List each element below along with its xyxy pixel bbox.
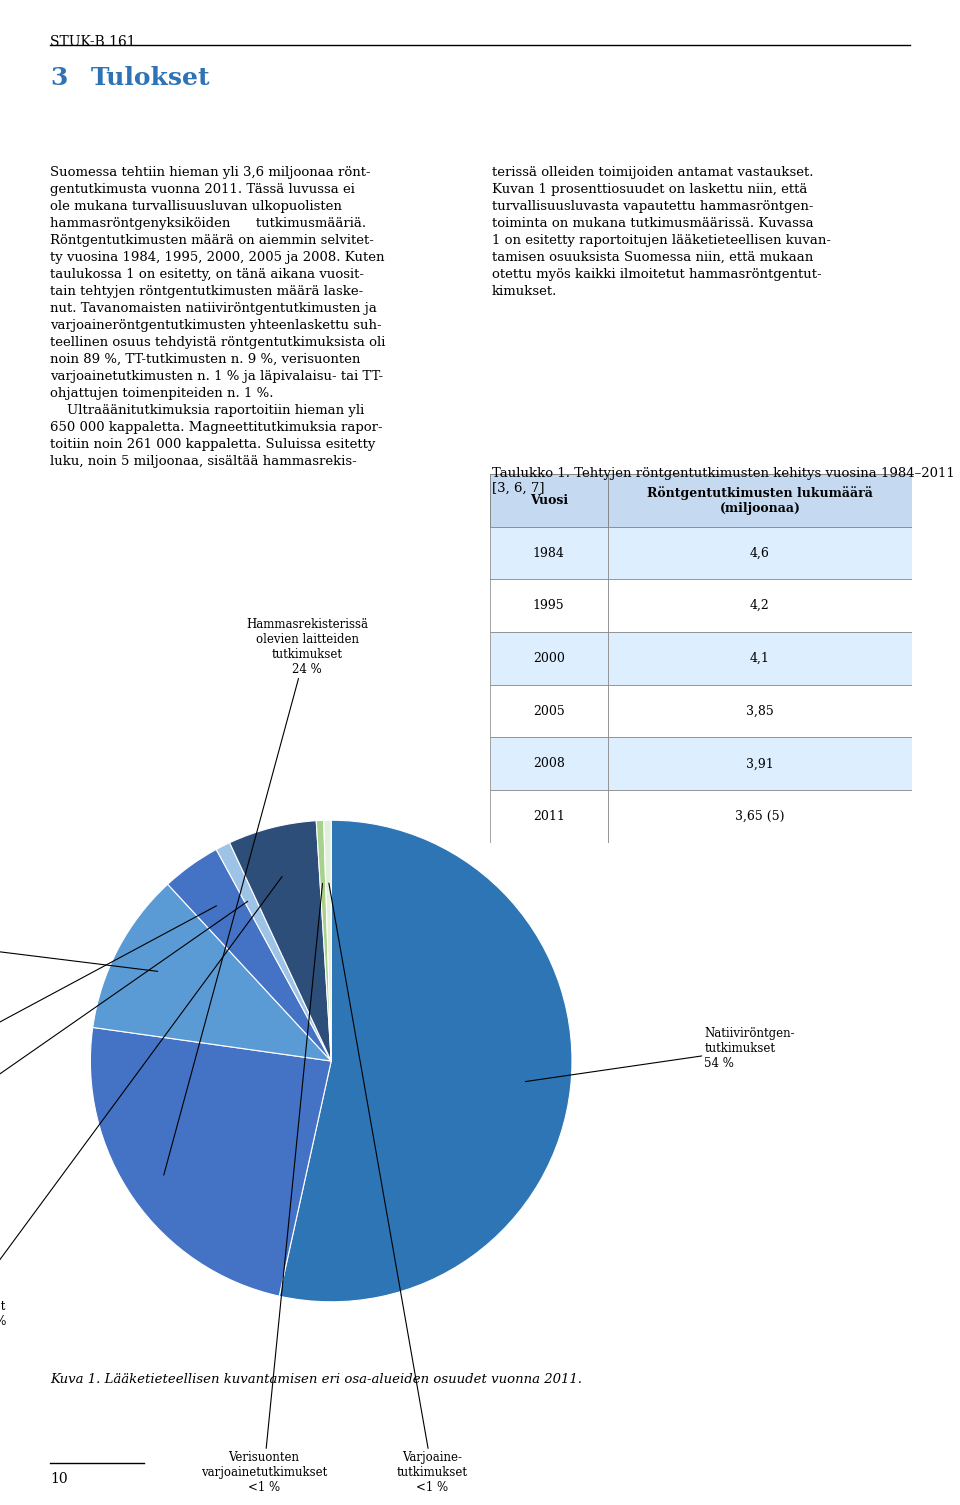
Wedge shape: [324, 820, 331, 1061]
Text: 3,91: 3,91: [746, 757, 774, 771]
Wedge shape: [229, 820, 331, 1061]
Bar: [490, 579, 608, 632]
Text: 3: 3: [50, 66, 67, 90]
Bar: [490, 685, 608, 737]
Bar: [490, 474, 912, 527]
Text: 2008: 2008: [533, 757, 564, 771]
Text: Hammasrekisterissä
olevien laitteiden
tutkimukset
24 %: Hammasrekisterissä olevien laitteiden tu…: [164, 617, 368, 1175]
Wedge shape: [279, 820, 572, 1302]
Bar: [490, 790, 608, 843]
Text: 2005: 2005: [533, 704, 564, 718]
Text: Taulukko 1. Tehtyjen röntgentutkimusten kehitys vuosina 1984–2011 [3, 6, 7]: Taulukko 1. Tehtyjen röntgentutkimusten …: [492, 467, 954, 495]
Text: Ultraäänitutkimukset
ja toimenpiteet
11 %: Ultraäänitutkimukset ja toimenpiteet 11 …: [0, 915, 157, 971]
Wedge shape: [216, 843, 331, 1061]
Bar: [608, 685, 912, 737]
Wedge shape: [93, 885, 331, 1061]
Text: 3,65 (5): 3,65 (5): [735, 810, 784, 823]
Text: 2000: 2000: [533, 652, 564, 665]
Text: Röntgentutkimusten lukumäärä
(miljoonaa): Röntgentutkimusten lukumäärä (miljoonaa): [647, 486, 873, 515]
Wedge shape: [316, 820, 331, 1061]
Text: Verisuonten
varjoainetutkimukset
<1 %: Verisuonten varjoainetutkimukset <1 %: [201, 883, 327, 1494]
Bar: [608, 632, 912, 685]
Bar: [608, 579, 912, 632]
Text: Läpivalaisu ja TT-
ohjatut toimenpiteet
1 %: Läpivalaisu ja TT- ohjatut toimenpiteet …: [0, 901, 248, 1183]
Text: Natiiviröntgen-
tutkimukset
54 %: Natiiviröntgen- tutkimukset 54 %: [525, 1028, 795, 1082]
Text: STUK-B 161: STUK-B 161: [50, 35, 135, 48]
Text: 10: 10: [50, 1472, 67, 1485]
Bar: [490, 527, 608, 579]
Text: 2011: 2011: [533, 810, 564, 823]
Text: 4,2: 4,2: [750, 599, 770, 613]
Text: Magneetti-
tutkimukset ja
toimenpiteet
4 %: Magneetti- tutkimukset ja toimenpiteet 4…: [0, 906, 217, 1109]
Text: Suomessa tehtiin hieman yli 3,6 miljoonaa rönt-
gentutkimusta vuonna 2011. Tässä: Suomessa tehtiin hieman yli 3,6 miljoona…: [50, 166, 385, 468]
Wedge shape: [90, 1028, 331, 1296]
Bar: [608, 474, 912, 527]
Text: Tulokset: Tulokset: [91, 66, 210, 90]
Text: Vuosi: Vuosi: [530, 494, 567, 507]
Text: terissä olleiden toimijoiden antamat vastaukset.
Kuvan 1 prosenttiosuudet on las: terissä olleiden toimijoiden antamat vas…: [492, 166, 830, 298]
Bar: [490, 737, 608, 790]
Bar: [608, 737, 912, 790]
Text: 1995: 1995: [533, 599, 564, 613]
Text: 1984: 1984: [533, 546, 564, 560]
Bar: [608, 790, 912, 843]
Wedge shape: [168, 849, 331, 1061]
Bar: [608, 527, 912, 579]
Text: Varjoaine-
tutkimukset
<1 %: Varjoaine- tutkimukset <1 %: [329, 883, 468, 1494]
Text: Kuva 1. Lääketieteellisen kuvantamisen eri osa-alueiden osuudet vuonna 2011.: Kuva 1. Lääketieteellisen kuvantamisen e…: [50, 1373, 582, 1386]
Bar: [490, 474, 608, 527]
Text: 3,85: 3,85: [746, 704, 774, 718]
Text: TT-Tutkimukset
6 %: TT-Tutkimukset 6 %: [0, 876, 282, 1327]
Text: 4,6: 4,6: [750, 546, 770, 560]
Bar: [490, 632, 608, 685]
Text: 4,1: 4,1: [750, 652, 770, 665]
